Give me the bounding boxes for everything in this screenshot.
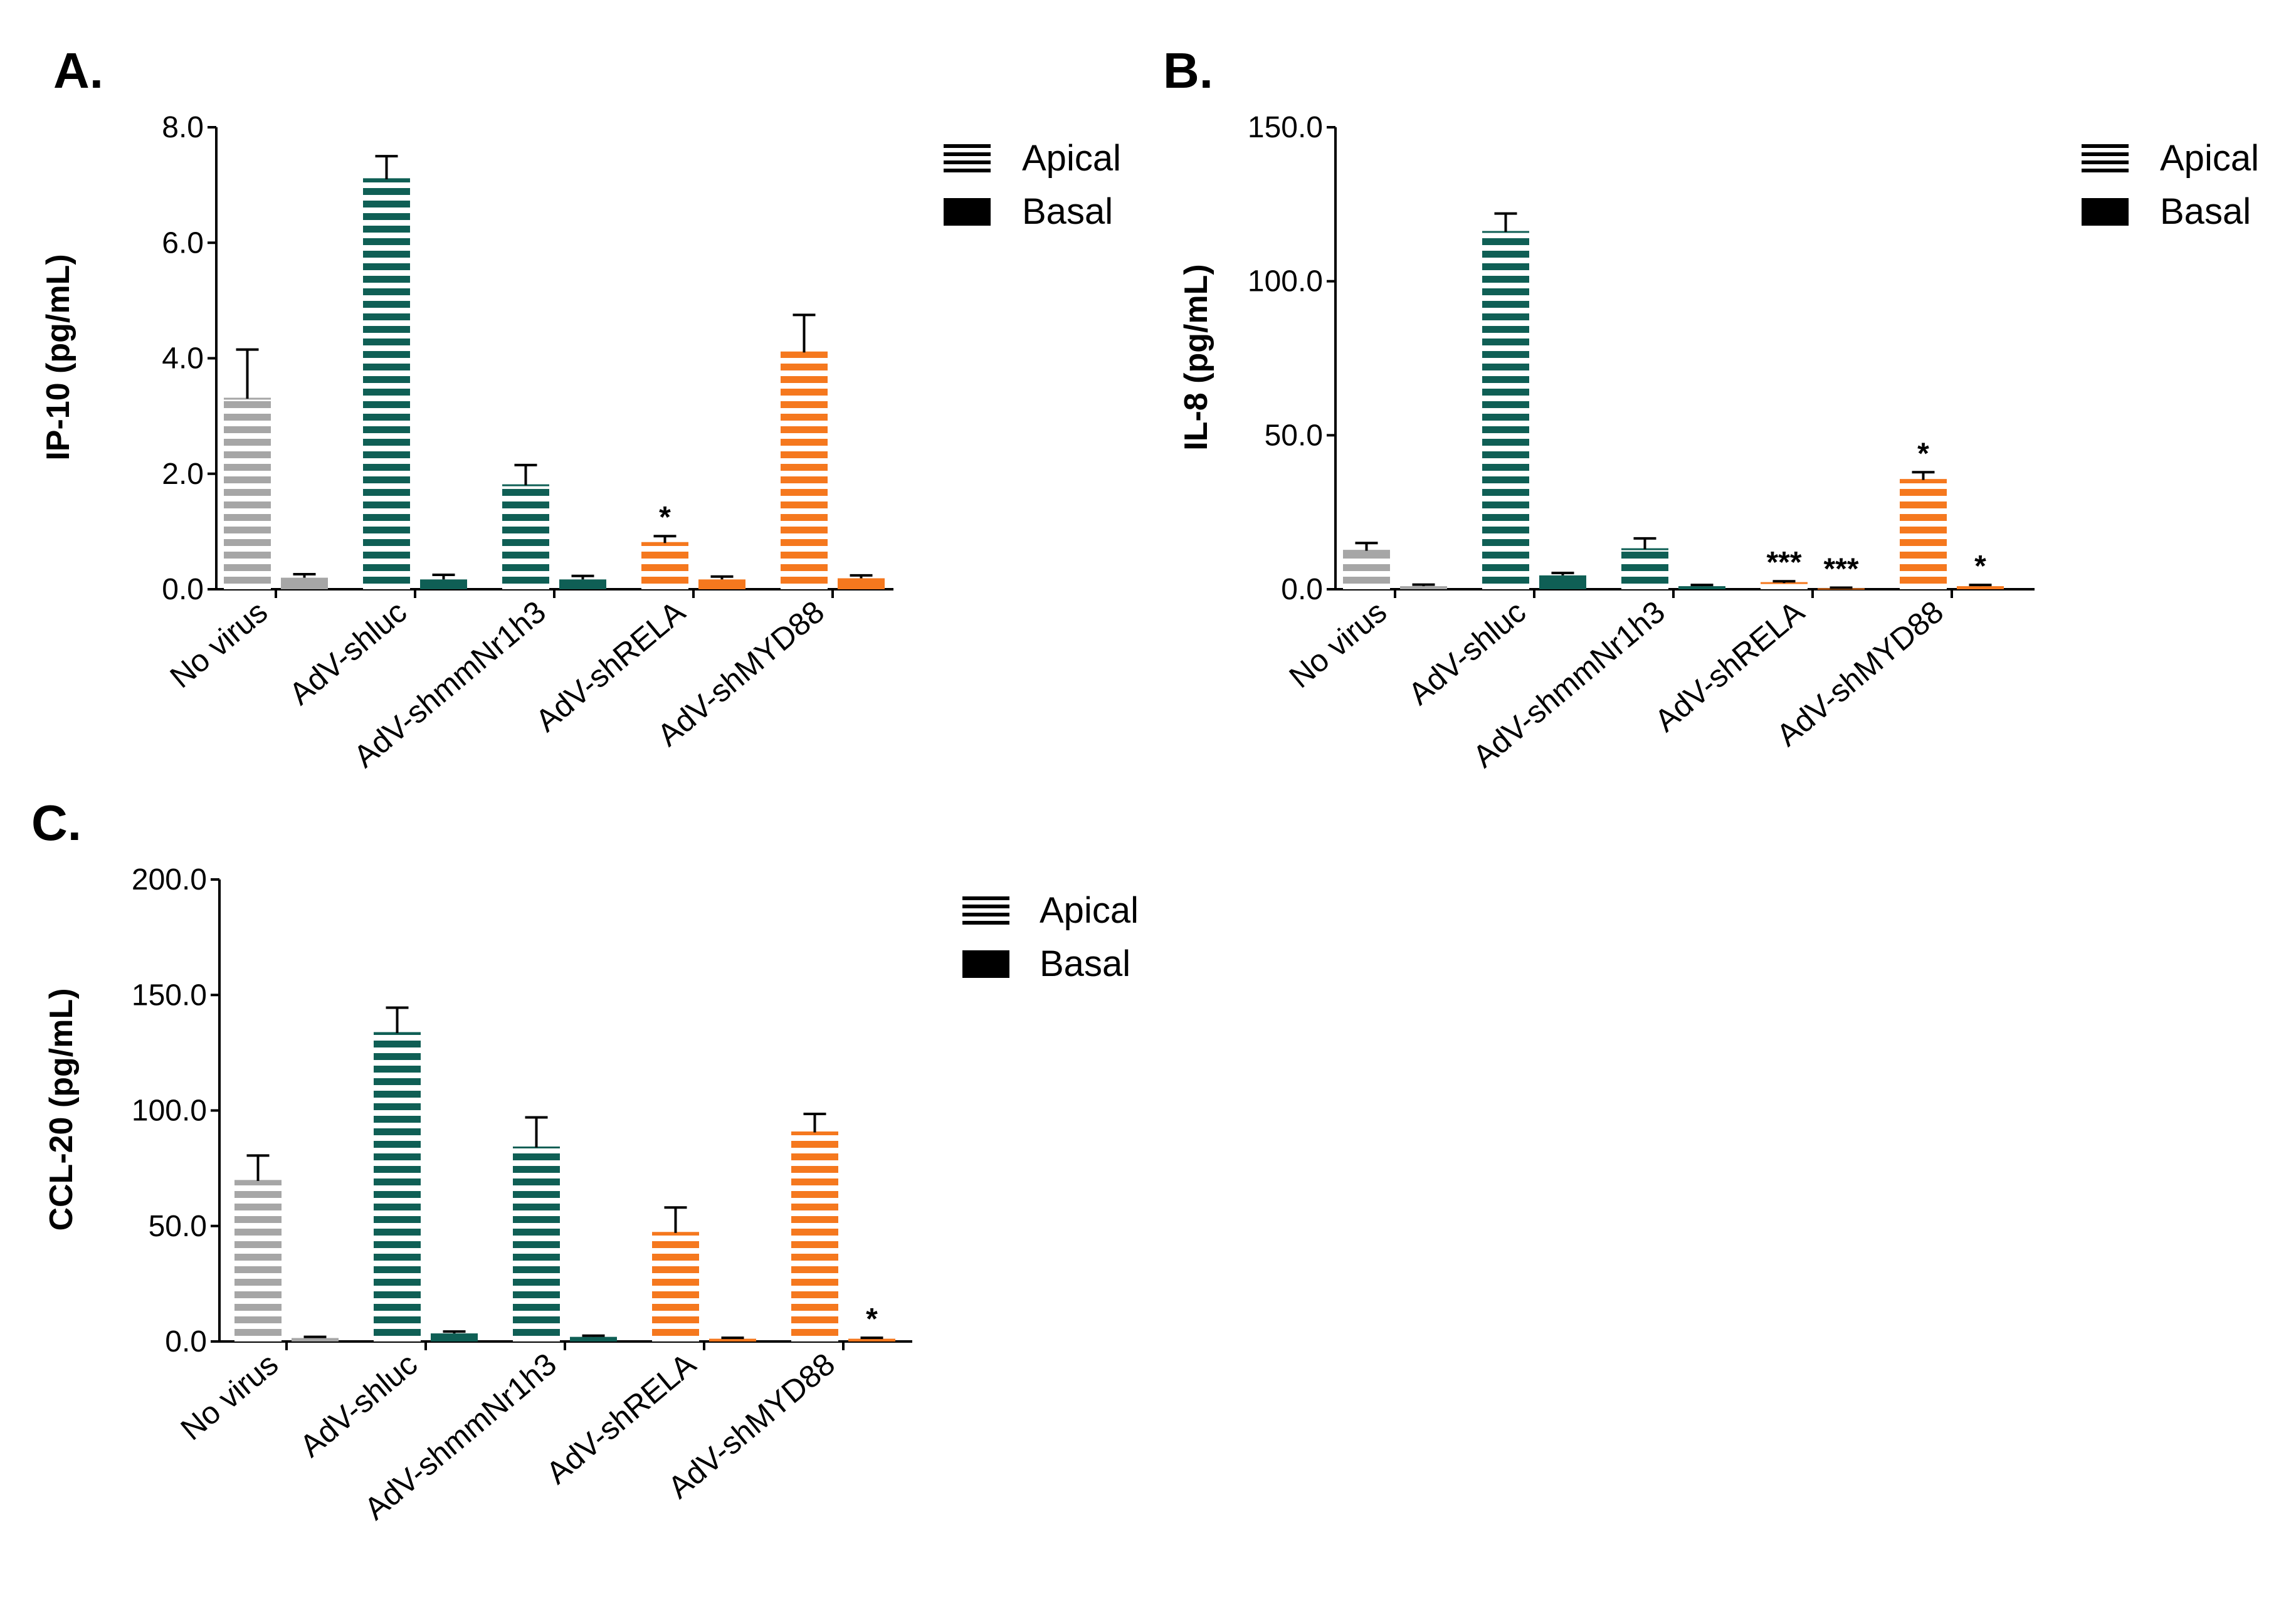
bar-basal-a-0 <box>281 577 328 589</box>
significance-marker-b-3-apical: *** <box>1766 546 1801 579</box>
x-category-label-b-0: No virus <box>1283 594 1393 695</box>
panel-label-c: C. <box>31 795 82 851</box>
bar-apical-a-0 <box>224 398 271 589</box>
y-tick-label-c: 200.0 <box>132 863 207 896</box>
y-tick-label-c: 50.0 <box>149 1210 207 1243</box>
legend-apical-icon-c <box>962 896 1009 925</box>
bar-apical-a-2 <box>502 485 549 589</box>
bar-basal-b-2 <box>1678 586 1725 589</box>
bar-apical-c-2 <box>513 1147 560 1341</box>
x-category-label-b-1: AdV-shluc <box>1402 594 1532 712</box>
panel-label-a: A. <box>53 43 103 98</box>
legend-basal-label-b: Basal <box>2160 191 2251 232</box>
bar-apical-b-4 <box>1900 480 1947 589</box>
significance-marker-a-3-apical: * <box>659 501 671 534</box>
legend-basal-label-a: Basal <box>1022 191 1113 232</box>
legend-apical-icon-a <box>944 144 991 172</box>
panel-b: B. IL-8 (pg/mL) 0.0 50.0 100.0 150.0 No viru… <box>1163 43 2259 774</box>
y-tick-label-b: 150.0 <box>1248 111 1323 144</box>
bar-basal-a-4 <box>838 578 885 589</box>
bar-apical-c-0 <box>234 1180 282 1341</box>
y-tick-label-a: 6.0 <box>162 226 204 260</box>
legend-apical-label-b: Apical <box>2160 138 2259 179</box>
bar-apical-b-3 <box>1761 583 1808 589</box>
bar-apical-c-3 <box>652 1232 699 1341</box>
y-tick-label-c: 0.0 <box>165 1325 207 1358</box>
y-tick-label-b: 100.0 <box>1248 265 1323 298</box>
y-tick-label-c: 100.0 <box>132 1094 207 1128</box>
bar-basal-b-0 <box>1400 586 1447 589</box>
x-category-label-c-0: No virus <box>174 1346 285 1447</box>
legend-basal-icon-b <box>2082 198 2129 226</box>
bar-apical-b-2 <box>1621 549 1668 589</box>
y-tick-label-b: 0.0 <box>1281 573 1323 606</box>
panel-label-b: B. <box>1163 43 1213 98</box>
y-tick-label-a: 4.0 <box>162 342 204 375</box>
bar-apical-c-4 <box>791 1132 838 1341</box>
legend-basal-label-c: Basal <box>1040 943 1130 984</box>
legend-basal-icon-a <box>944 198 991 226</box>
bar-apical-a-4 <box>781 352 828 589</box>
y-tick-label-a: 8.0 <box>162 111 204 144</box>
bar-basal-c-3 <box>709 1338 756 1341</box>
bar-apical-b-0 <box>1343 550 1390 589</box>
legend-apical-label-a: Apical <box>1022 138 1121 179</box>
legend-apical-icon-b <box>2082 144 2129 172</box>
bar-apical-c-1 <box>374 1033 421 1341</box>
y-tick-label-b: 50.0 <box>1265 419 1323 452</box>
significance-marker-b-3-basal: *** <box>1823 553 1858 586</box>
legend-basal-icon-c <box>962 950 1009 978</box>
x-category-label-a-1: AdV-shluc <box>283 594 413 712</box>
significance-marker-b-4-apical: * <box>1917 437 1929 470</box>
bar-basal-b-1 <box>1539 575 1586 589</box>
panel-a: A. IP-10 (pg/mL) 0.0 2.0 4.0 6.0 8.0 No virus… <box>40 43 1121 774</box>
y-axis-label-b: IL-8 (pg/mL) <box>1178 264 1214 451</box>
y-tick-label-a: 2.0 <box>162 458 204 491</box>
bar-apical-a-1 <box>363 179 410 590</box>
bar-basal-a-3 <box>698 579 745 589</box>
legend-c: Apical Basal <box>962 890 1139 984</box>
significance-marker-b-4-basal: * <box>1974 550 1986 583</box>
bar-apical-b-1 <box>1482 232 1529 589</box>
bar-apical-a-3 <box>641 543 688 589</box>
x-category-label-a-0: No virus <box>164 594 274 695</box>
bar-basal-a-1 <box>420 579 467 589</box>
bar-basal-c-1 <box>431 1333 478 1341</box>
significance-marker-c-4-basal: * <box>866 1303 878 1336</box>
bar-basal-c-4 <box>848 1338 895 1341</box>
legend-a: Apical Basal <box>944 138 1121 232</box>
legend-b: Apical Basal <box>2082 138 2259 232</box>
x-category-label-c-1: AdV-shluc <box>293 1346 424 1464</box>
bar-basal-c-2 <box>570 1336 617 1341</box>
y-tick-label-a: 0.0 <box>162 573 204 606</box>
bar-basal-c-0 <box>292 1338 339 1341</box>
y-axis-label-c: CCL-20 (pg/mL) <box>43 988 80 1231</box>
panel-c: C. CCL-20 (pg/mL) 0.0 50.0 100.0 150.0 200.0… <box>31 795 1139 1526</box>
bar-basal-b-4 <box>1957 586 2004 589</box>
y-tick-label-c: 150.0 <box>132 979 207 1012</box>
bar-basal-a-2 <box>559 579 606 589</box>
legend-apical-label-c: Apical <box>1040 890 1139 931</box>
y-axis-label-a: IP-10 (pg/mL) <box>40 254 76 460</box>
